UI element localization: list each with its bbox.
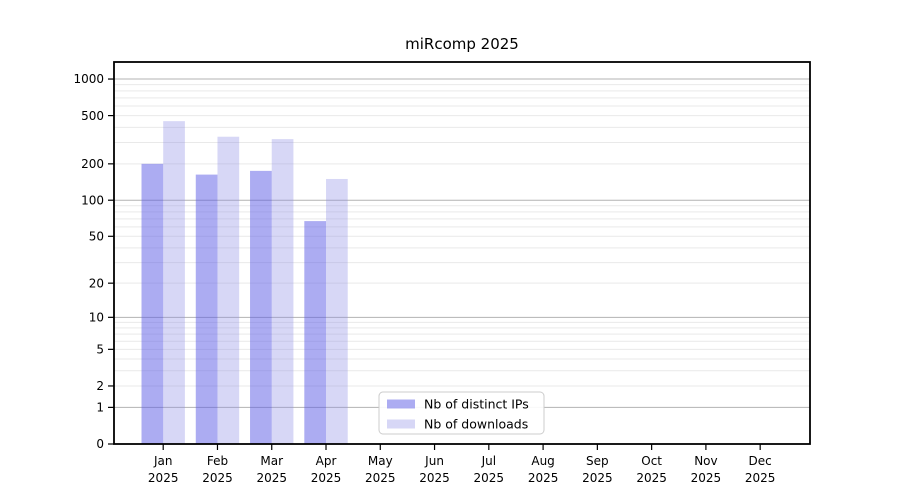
y-tick-label: 500 <box>81 109 104 123</box>
y-tick-label: 20 <box>89 276 104 290</box>
legend-swatch-series1 <box>387 419 415 429</box>
y-tick-label: 0 <box>96 437 104 451</box>
x-tick-label-month: Dec <box>749 454 772 468</box>
x-tick-label-month: Jan <box>153 454 173 468</box>
x-tick-label-year: 2025 <box>528 471 559 485</box>
x-tick-label-month: Apr <box>316 454 337 468</box>
x-tick-label-year: 2025 <box>474 471 505 485</box>
legend: Nb of distinct IPs Nb of downloads <box>378 391 545 435</box>
y-tick-label: 50 <box>89 229 104 243</box>
x-tick-label-year: 2025 <box>745 471 776 485</box>
x-tick-label-year: 2025 <box>691 471 722 485</box>
y-tick-label: 10 <box>89 311 104 325</box>
x-tick-label-month: Jul <box>481 454 496 468</box>
x-tick-label-year: 2025 <box>419 471 450 485</box>
x-tick-label-month: Nov <box>694 454 717 468</box>
bar-feb-series1 <box>217 136 240 444</box>
y-axis: 0 1 2 5 10 20 50 100 200 500 1000 <box>73 72 114 451</box>
x-axis: Jan 2025 Feb 2025 Mar 2025 Apr 2025 May 2025 Jun 20… <box>148 444 776 485</box>
x-tick-label-year: 2025 <box>636 471 667 485</box>
x-tick-label-year: 2025 <box>582 471 613 485</box>
minor-gridlines <box>114 84 810 387</box>
x-tick-label-month: Feb <box>207 454 228 468</box>
y-tick-label: 2 <box>96 379 104 393</box>
x-tick-label-year: 2025 <box>148 471 179 485</box>
plot-frame <box>113 61 811 445</box>
x-tick-label-month: Mar <box>260 454 283 468</box>
chart-title: miRcomp 2025 <box>405 35 519 53</box>
bars <box>141 121 348 445</box>
x-tick-label-year: 2025 <box>202 471 233 485</box>
legend-label-series1: Nb of downloads <box>424 417 528 432</box>
x-tick-label-month: May <box>368 454 393 468</box>
y-tick-label: 5 <box>96 343 104 357</box>
x-tick-label-year: 2025 <box>256 471 287 485</box>
x-tick-label-month: Sep <box>586 454 609 468</box>
y-tick-label: 1000 <box>73 72 104 86</box>
x-tick-label-month: Jun <box>424 454 444 468</box>
x-tick-label-year: 2025 <box>311 471 342 485</box>
bar-jan-series1 <box>163 121 185 444</box>
bar-apr-series0 <box>304 221 327 444</box>
legend-label-series0: Nb of distinct IPs <box>424 397 529 412</box>
bar-feb-series0 <box>195 174 218 445</box>
bar-jan-series0 <box>141 163 164 444</box>
x-tick-label-month: Oct <box>641 454 662 468</box>
y-tick-label: 1 <box>96 401 104 415</box>
x-tick-label-year: 2025 <box>365 471 396 485</box>
x-tick-label-month: Aug <box>531 454 554 468</box>
legend-box <box>378 391 545 435</box>
y-tick-label: 100 <box>81 193 104 207</box>
legend-swatch-series0 <box>387 399 415 409</box>
y-tick-label: 200 <box>81 157 104 171</box>
bar-mar-series0 <box>250 170 272 444</box>
bar-mar-series1 <box>271 139 294 444</box>
bar-apr-series1 <box>326 178 348 444</box>
